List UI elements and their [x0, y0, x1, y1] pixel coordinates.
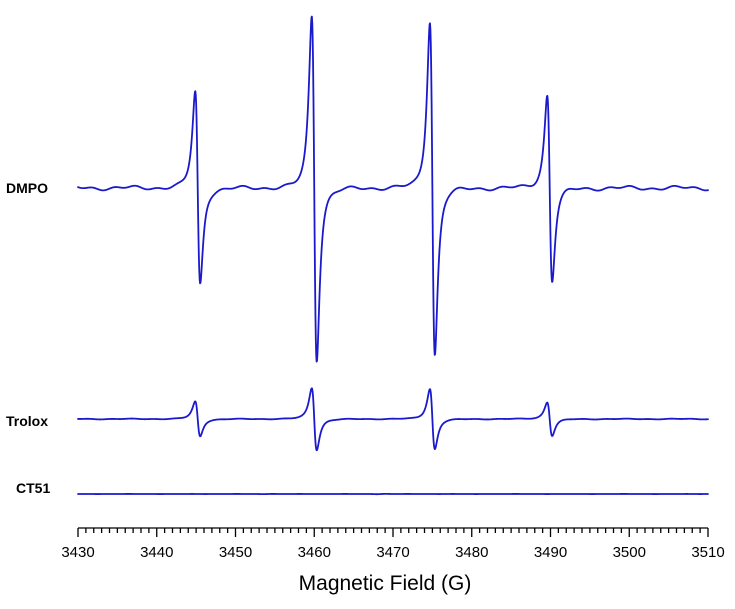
spectrum-traces: [77, 15, 709, 496]
series-label-trolox: Trolox: [6, 413, 48, 429]
series-labels: DMPO Trolox CT51: [6, 180, 50, 496]
dmpo-trace: [77, 15, 709, 363]
x-axis-tick-labels: 3430 3440 3450 3460 3470 3480 3490 3500 3510: [61, 544, 724, 561]
x-tick-label: 3480: [455, 544, 488, 561]
series-label-dmpo: DMPO: [6, 180, 48, 196]
x-tick-label: 3450: [219, 544, 252, 561]
x-tick-label: 3460: [298, 544, 331, 561]
x-tick-label: 3500: [613, 544, 646, 561]
x-tick-label: 3470: [376, 544, 409, 561]
x-axis-ticks: [77, 528, 709, 537]
x-tick-label: 3510: [691, 544, 724, 561]
x-tick-label: 3490: [534, 544, 567, 561]
x-tick-label: 3440: [140, 544, 173, 561]
trolox-trace: [77, 387, 709, 452]
x-tick-label: 3430: [61, 544, 94, 561]
series-label-ct51: CT51: [16, 480, 50, 496]
x-axis-title: Magnetic Field (G): [299, 572, 472, 595]
